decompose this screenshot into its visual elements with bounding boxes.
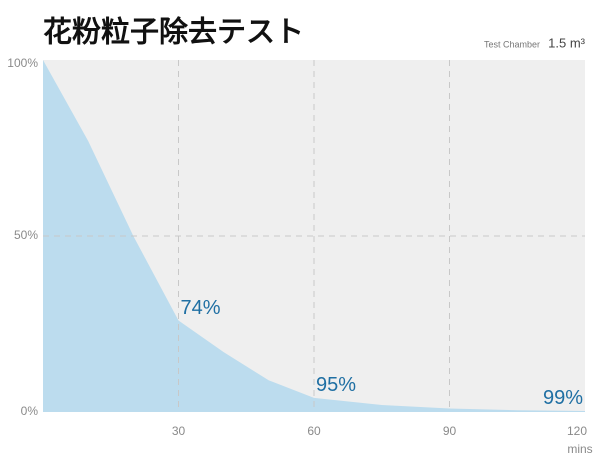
- x-axis-label: mins: [567, 442, 592, 456]
- y-tick-label: 0%: [21, 404, 39, 418]
- y-tick-label: 50%: [14, 228, 38, 242]
- x-tick-label: 30: [172, 424, 186, 438]
- x-tick-label: 90: [443, 424, 457, 438]
- annotation: 95%: [316, 374, 356, 396]
- chamber-volume: 1.5 m³: [548, 35, 586, 50]
- x-tick-label: 120: [567, 424, 587, 438]
- annotation: 99%: [543, 387, 583, 409]
- chart-title: 花粉粒子除去テスト: [43, 15, 304, 49]
- annotation: 74%: [181, 297, 221, 319]
- y-tick-label: 100%: [7, 56, 38, 70]
- chamber-label: Test Chamber: [484, 39, 540, 49]
- x-tick-label: 60: [307, 424, 321, 438]
